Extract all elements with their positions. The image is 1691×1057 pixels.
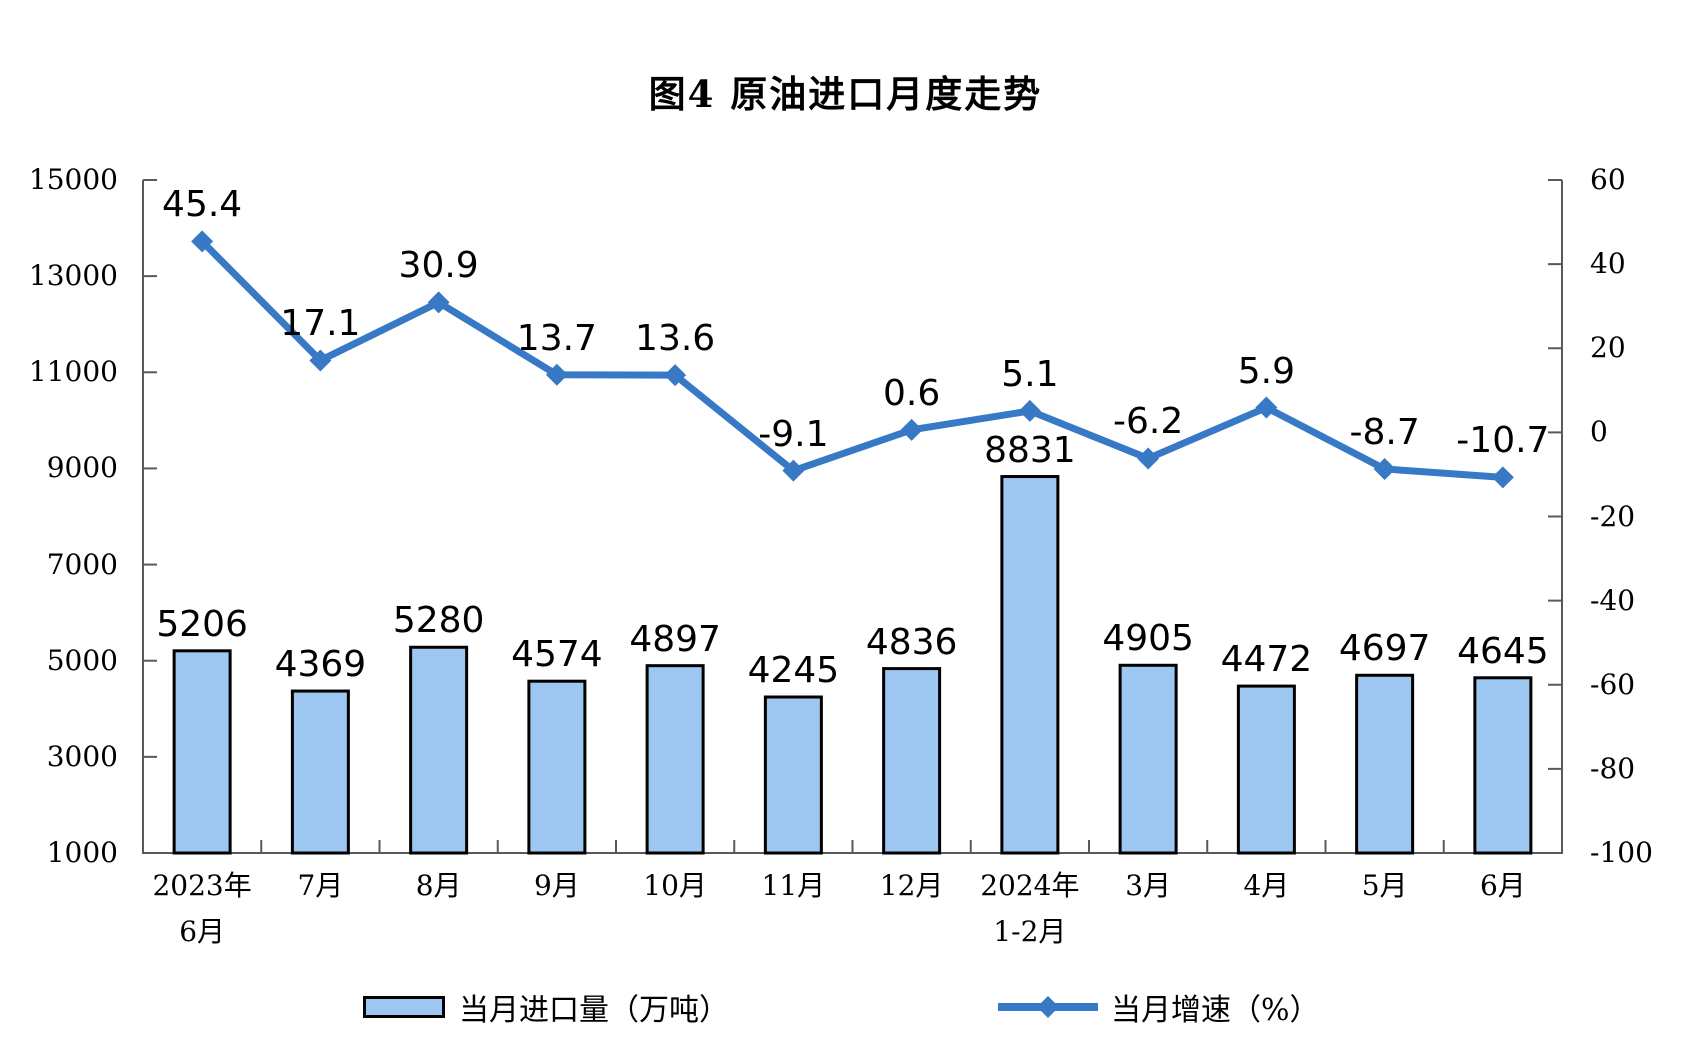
line-marker [1373,457,1396,480]
legend-line-icon [998,996,1098,1018]
bar [1355,673,1415,855]
line-value-label: 17.1 [280,303,361,345]
line-value-label: 45.4 [162,184,243,226]
bar [1118,663,1178,855]
bar-value-label: 4897 [629,618,721,660]
bar-value-label: 5280 [392,600,485,642]
right-axis-tick-label: 40 [1590,247,1626,281]
x-category-label: 10月 [643,869,707,902]
bar [1236,684,1296,855]
line-value-label: 13.6 [635,318,716,360]
line-marker [309,349,332,372]
line-marker [1255,396,1278,419]
line-value-label: 0.6 [882,372,941,414]
line-marker [191,230,214,253]
bar-value-label: 5206 [156,603,248,645]
line-marker [1018,399,1041,422]
bar-value-label: 4836 [865,621,958,663]
bar-value-label: 4472 [1220,639,1313,681]
x-category-label: 4月 [1243,869,1290,902]
bar [409,645,469,855]
bar-value-label: 8831 [984,429,1076,471]
legend-item-imports: 当月进口量（万吨） [363,985,729,1029]
legend-line-swatch [995,994,1101,1020]
bar [763,695,823,855]
left-axis-tick-label: 5000 [46,643,118,677]
line-marker [1137,447,1160,470]
bar-value-label: 4697 [1338,628,1431,670]
right-axis-tick-label: -20 [1590,499,1636,533]
line-value-label: 13.7 [516,317,597,359]
bar-value-label: 4645 [1457,630,1549,672]
left-axis-tick-label: 9000 [46,451,118,485]
line-value-label: 5.1 [1001,353,1059,395]
bar-value-label: 4905 [1102,618,1194,660]
legend-bar-swatch [363,996,445,1018]
line-value-label: 30.9 [398,245,479,287]
legend-line-label: 当月增速（%） [1111,993,1320,1028]
bar [1473,676,1533,855]
bar [645,664,705,855]
line-marker [900,418,923,441]
x-category-label: 6月 [1479,869,1526,902]
x-category-label: 12月 [879,869,944,902]
x-category-label: 8月 [415,869,462,902]
bar [290,689,350,855]
left-axis-tick-label: 13000 [28,259,118,293]
line-marker [664,364,687,387]
line-marker [1491,466,1514,489]
x-category-label: 3月 [1125,869,1172,902]
left-axis-tick-label: 11000 [28,355,118,389]
left-axis-tick-label: 15000 [28,163,118,196]
x-category-label: 5月 [1361,869,1408,902]
right-axis-tick-label: 0 [1590,415,1608,449]
x-category-label: 7月 [297,869,344,902]
right-axis-tick-label: -80 [1590,751,1636,785]
x-category-label: 2023年 [152,869,252,902]
left-axis-tick-label: 1000 [46,836,118,869]
x-category-label: 2024年 [980,869,1080,902]
line-value-label: 5.9 [1237,350,1295,392]
line-value-label: -8.7 [1349,411,1420,453]
bar [527,679,587,855]
line-value-label: -10.7 [1456,420,1550,462]
x-category-sublabel: 1-2月 [993,915,1067,948]
right-axis-tick-label: -60 [1590,667,1636,701]
legend-bar-label: 当月进口量（万吨） [459,993,729,1028]
bar-value-label: 4574 [511,634,603,676]
line-value-label: -6.2 [1113,401,1184,443]
right-axis-tick-label: -100 [1590,836,1653,869]
legend-item-growth: 当月增速（%） [995,985,1320,1029]
x-category-label: 9月 [533,869,580,902]
line-marker [545,363,568,386]
bar [1000,475,1060,855]
line-value-label: -9.1 [758,413,829,455]
right-axis-tick-label: -40 [1590,583,1636,617]
bar [882,667,942,855]
growth-line [198,237,1507,481]
bar-value-label: 4369 [274,644,367,686]
chart-title: 图4 原油进口月度走势 [648,72,1043,116]
left-axis-tick-label: 7000 [46,547,118,581]
line-marker [782,459,805,482]
right-axis-tick-label: 20 [1590,331,1626,365]
line-marker [427,291,450,314]
right-axis-tick-label: 60 [1590,163,1626,196]
x-category-sublabel: 6月 [179,915,226,948]
bar-value-label: 4245 [747,650,840,691]
bar [172,649,232,855]
x-category-label: 11月 [761,869,826,902]
left-axis-tick-label: 3000 [46,739,118,773]
